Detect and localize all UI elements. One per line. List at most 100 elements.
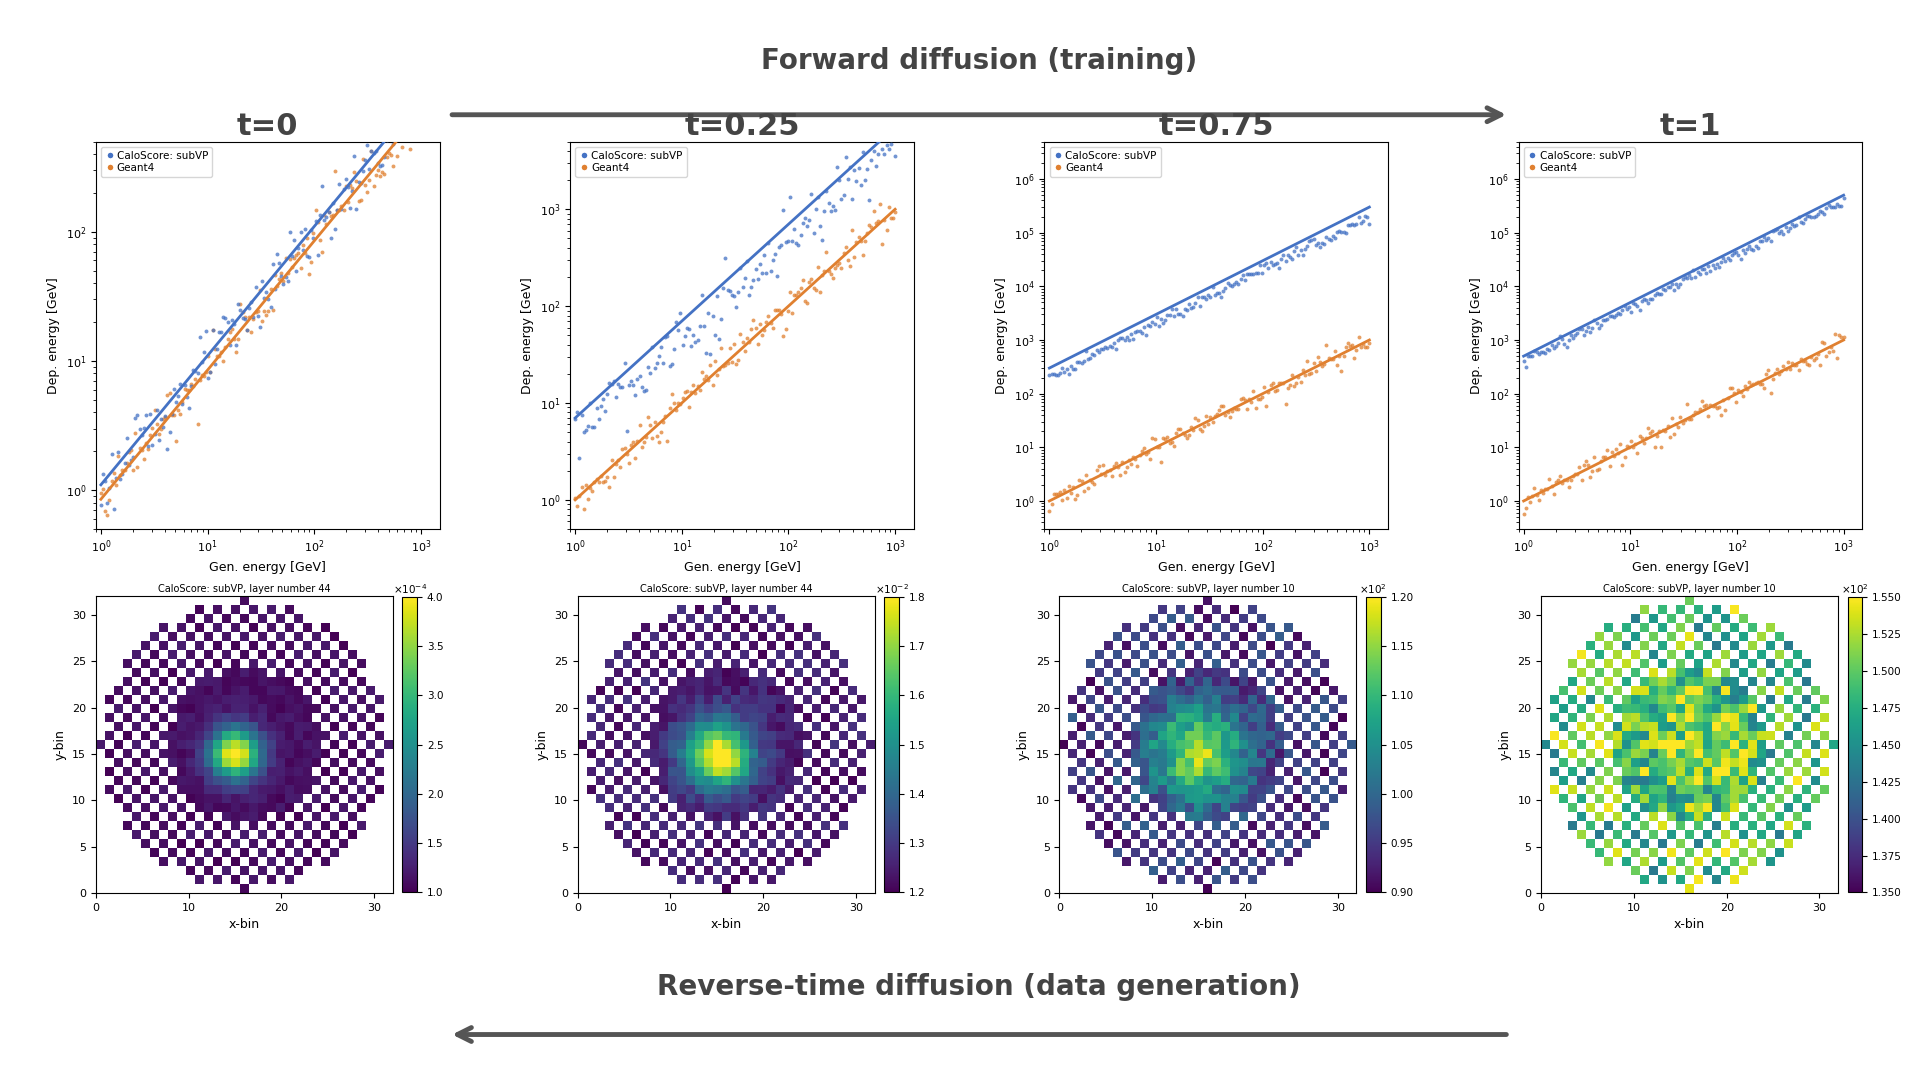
Point xyxy=(1528,343,1559,361)
Point xyxy=(165,405,196,422)
Point xyxy=(741,260,772,278)
Point xyxy=(1273,246,1304,264)
Point xyxy=(1753,362,1784,379)
Point xyxy=(797,186,828,203)
Point xyxy=(841,172,872,189)
Point xyxy=(328,202,359,219)
Point xyxy=(670,327,701,345)
Point xyxy=(1077,345,1108,362)
Point xyxy=(276,259,307,276)
Point xyxy=(1557,468,1588,485)
Point xyxy=(630,428,660,445)
Point xyxy=(1292,238,1323,255)
Point xyxy=(390,94,420,111)
Point xyxy=(182,365,213,382)
Point xyxy=(1607,301,1638,319)
Point xyxy=(1741,239,1772,256)
Point xyxy=(1146,454,1177,471)
Point xyxy=(753,307,783,324)
Point xyxy=(1331,225,1361,242)
Point xyxy=(1588,311,1619,328)
Point xyxy=(180,362,211,379)
Point xyxy=(864,194,895,212)
Point xyxy=(1632,294,1663,311)
Point xyxy=(576,483,607,500)
Point xyxy=(271,249,301,267)
Point xyxy=(563,497,593,514)
Point xyxy=(806,266,837,283)
Point xyxy=(1655,428,1686,445)
Point xyxy=(662,322,693,339)
Point xyxy=(1127,324,1158,341)
Point xyxy=(1167,308,1198,325)
Point xyxy=(171,381,202,399)
Point xyxy=(369,149,399,166)
Point xyxy=(1319,342,1350,360)
Point xyxy=(687,364,718,381)
Point xyxy=(186,353,217,370)
Point xyxy=(1578,448,1609,465)
Point xyxy=(399,95,430,112)
Point xyxy=(1574,469,1605,486)
Point xyxy=(1705,254,1736,271)
Point xyxy=(1728,241,1759,258)
Legend: CaloScore: subVP, Geant4: CaloScore: subVP, Geant4 xyxy=(1524,147,1636,177)
Point xyxy=(806,231,837,248)
Point xyxy=(774,283,804,300)
Point xyxy=(810,244,841,261)
Point xyxy=(1782,356,1812,374)
Point xyxy=(1169,300,1200,318)
Point xyxy=(1655,279,1686,296)
Point xyxy=(1244,390,1275,407)
Point xyxy=(647,354,678,372)
Point xyxy=(1148,429,1179,446)
Point xyxy=(340,147,371,164)
Point xyxy=(756,320,787,337)
Point xyxy=(1638,422,1668,440)
Point xyxy=(1642,285,1672,302)
Point xyxy=(1183,411,1213,429)
Point xyxy=(115,442,146,459)
Point xyxy=(1062,486,1092,503)
Point xyxy=(1636,289,1667,307)
Point xyxy=(785,280,816,297)
Point xyxy=(564,449,595,467)
Point xyxy=(286,224,317,241)
Point xyxy=(365,167,396,185)
Point xyxy=(227,309,257,326)
Point xyxy=(1319,229,1350,246)
Point xyxy=(1774,361,1805,378)
Point xyxy=(1315,231,1346,248)
Point xyxy=(1139,315,1169,333)
Point xyxy=(1736,376,1766,393)
Point xyxy=(810,183,841,200)
Point xyxy=(1793,207,1824,225)
Point xyxy=(572,417,603,434)
Point xyxy=(570,476,601,494)
Point xyxy=(712,354,743,372)
Point xyxy=(636,364,666,381)
Point xyxy=(344,173,374,190)
Point xyxy=(1699,259,1730,276)
Point xyxy=(1198,279,1229,296)
Point xyxy=(1620,296,1651,313)
Point xyxy=(614,376,645,393)
Point xyxy=(835,158,866,175)
Point xyxy=(1062,353,1092,370)
Point xyxy=(876,135,906,152)
Point xyxy=(1254,260,1284,278)
Point xyxy=(616,436,647,454)
Point xyxy=(824,255,854,272)
Point xyxy=(1563,325,1594,342)
Point xyxy=(1066,472,1096,489)
Point xyxy=(816,266,847,283)
Point xyxy=(1342,341,1373,359)
Point xyxy=(255,298,286,315)
Point xyxy=(146,410,177,428)
Point xyxy=(611,445,641,462)
Point xyxy=(1258,375,1288,392)
Point xyxy=(242,302,273,320)
Point xyxy=(234,308,265,325)
Point xyxy=(1154,306,1185,323)
Point xyxy=(851,232,881,249)
